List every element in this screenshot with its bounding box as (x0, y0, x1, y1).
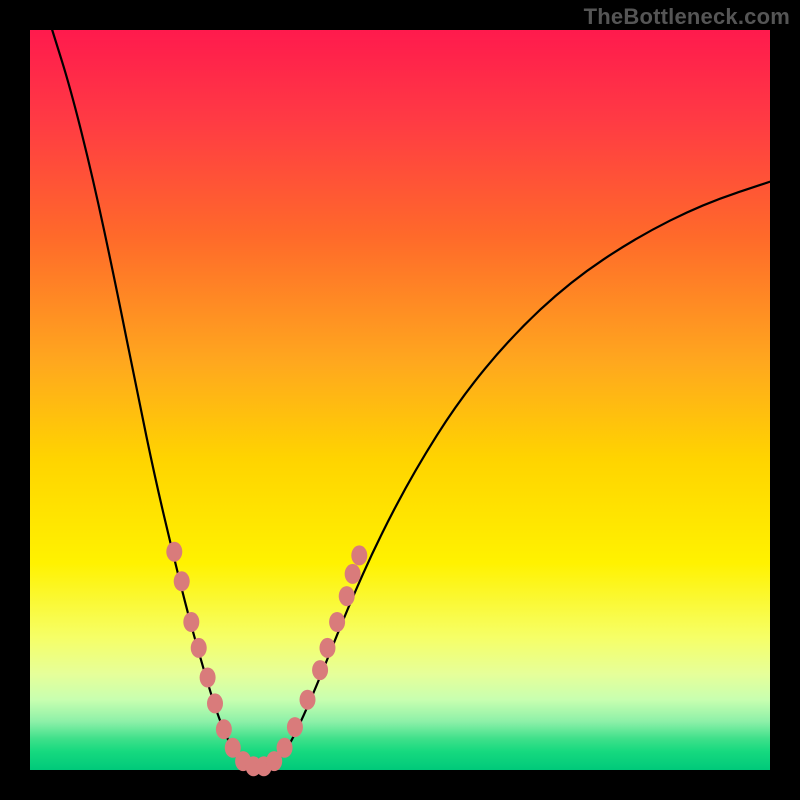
data-marker (277, 738, 293, 758)
data-marker (287, 717, 303, 737)
data-marker (351, 545, 367, 565)
data-marker (166, 542, 182, 562)
chart-stage: TheBottleneck.com (0, 0, 800, 800)
data-marker (300, 690, 316, 710)
data-marker (329, 612, 345, 632)
data-marker (216, 719, 232, 739)
data-marker (207, 693, 223, 713)
data-marker (191, 638, 207, 658)
data-marker (319, 638, 335, 658)
data-marker (339, 586, 355, 606)
plot-gradient-bg (30, 30, 770, 770)
watermark-text: TheBottleneck.com (584, 4, 790, 30)
chart-svg (0, 0, 800, 800)
data-marker (345, 564, 361, 584)
data-marker (183, 612, 199, 632)
data-marker (174, 571, 190, 591)
data-marker (200, 668, 216, 688)
data-marker (312, 660, 328, 680)
